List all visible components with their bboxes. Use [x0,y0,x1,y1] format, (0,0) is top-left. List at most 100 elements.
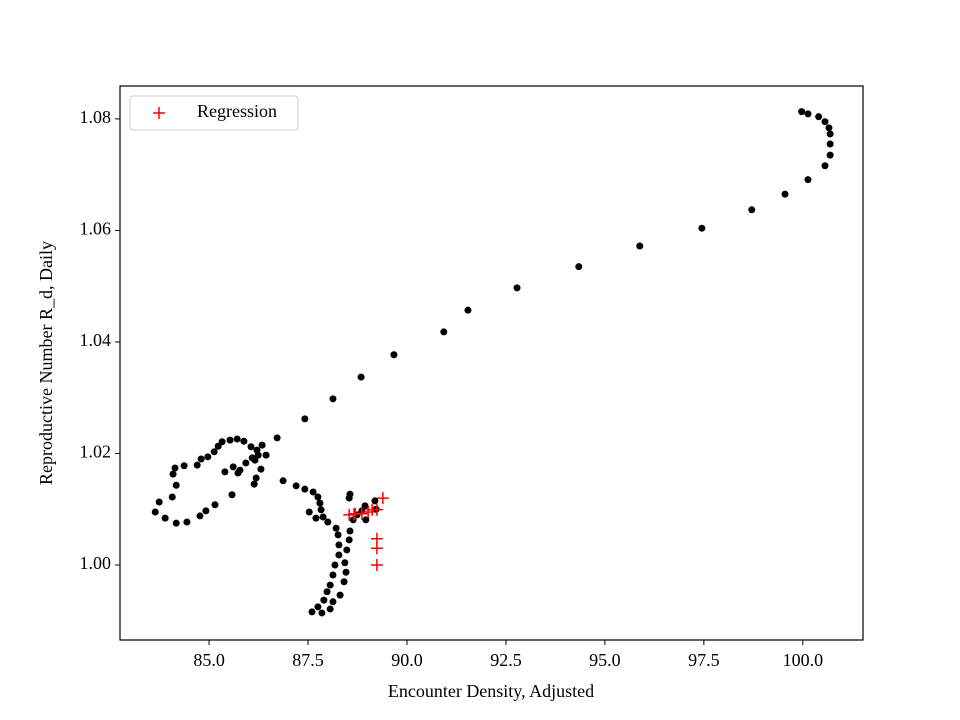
y-tick-label: 1.08 [80,107,112,127]
point [346,527,354,535]
y-tick-label: 1.04 [80,330,112,350]
point [390,351,398,359]
point [172,519,180,527]
point [370,542,383,555]
point [636,242,644,250]
point [172,481,180,489]
y-tick-label: 1.02 [80,442,112,462]
point [316,499,324,507]
point [332,524,340,532]
point [183,518,191,526]
y-tick-label: 1.00 [80,553,112,573]
point [781,190,789,198]
point [320,596,328,604]
point [254,451,262,459]
point [318,609,326,617]
point [228,491,236,499]
point [748,206,756,214]
point [314,603,322,611]
point [347,508,360,521]
point [247,443,255,451]
point [362,506,375,519]
point [464,306,472,314]
point [233,435,241,443]
point [197,455,205,463]
point [301,485,309,493]
point [361,502,369,510]
point [248,454,256,462]
point [326,605,334,613]
point [329,571,337,579]
point [214,442,222,450]
point [211,501,219,509]
point [171,464,179,472]
point [312,514,320,522]
point [357,373,365,381]
point [210,448,218,456]
legend-marker [153,107,165,119]
point [821,162,829,170]
point [193,461,201,469]
x-tick-label: 87.5 [292,650,324,670]
point [345,536,353,544]
point [234,469,242,477]
point [301,415,309,423]
point [242,459,250,467]
point [273,434,281,442]
point [340,578,348,586]
point [575,263,583,271]
x-tick-label: 92.5 [490,650,522,670]
point [336,591,344,599]
point [798,108,806,116]
x-axis-label: Encounter Density, Adjusted [388,681,594,701]
x-tick-label: 90.0 [391,650,423,670]
point [370,559,383,571]
point [362,516,370,524]
point [376,492,389,505]
point [815,113,823,121]
point [371,497,379,505]
point [309,488,317,496]
y-axis-label: Reproductive Number R_d, Daily [36,241,56,485]
point [804,176,812,184]
point [155,498,163,506]
x-tick-label: 100.0 [783,650,824,670]
point [317,506,325,514]
point [341,559,349,567]
point [698,224,706,232]
point [334,531,342,539]
point [257,465,265,473]
point [346,490,354,498]
plot-frame [119,85,864,641]
point [202,507,210,515]
point [326,581,334,589]
point [196,512,204,520]
point [440,328,448,336]
point [319,513,327,521]
point [151,508,159,516]
x-tick-label: 97.5 [688,650,720,670]
point [331,561,339,569]
point [329,395,337,403]
point [262,451,270,459]
legend-label: Regression [197,101,277,121]
point [343,546,351,554]
point [221,468,229,476]
point [335,541,343,549]
point [826,140,834,148]
legend-box [129,95,299,131]
point [258,441,266,449]
point [279,477,287,485]
point [513,284,521,292]
point [204,453,212,461]
y-tick-label: 1.06 [80,219,112,239]
point [169,470,177,478]
point [323,588,331,596]
point [342,568,350,576]
point [229,463,237,471]
point [825,124,833,132]
x-tick-label: 85.0 [193,650,225,670]
point [305,508,313,516]
